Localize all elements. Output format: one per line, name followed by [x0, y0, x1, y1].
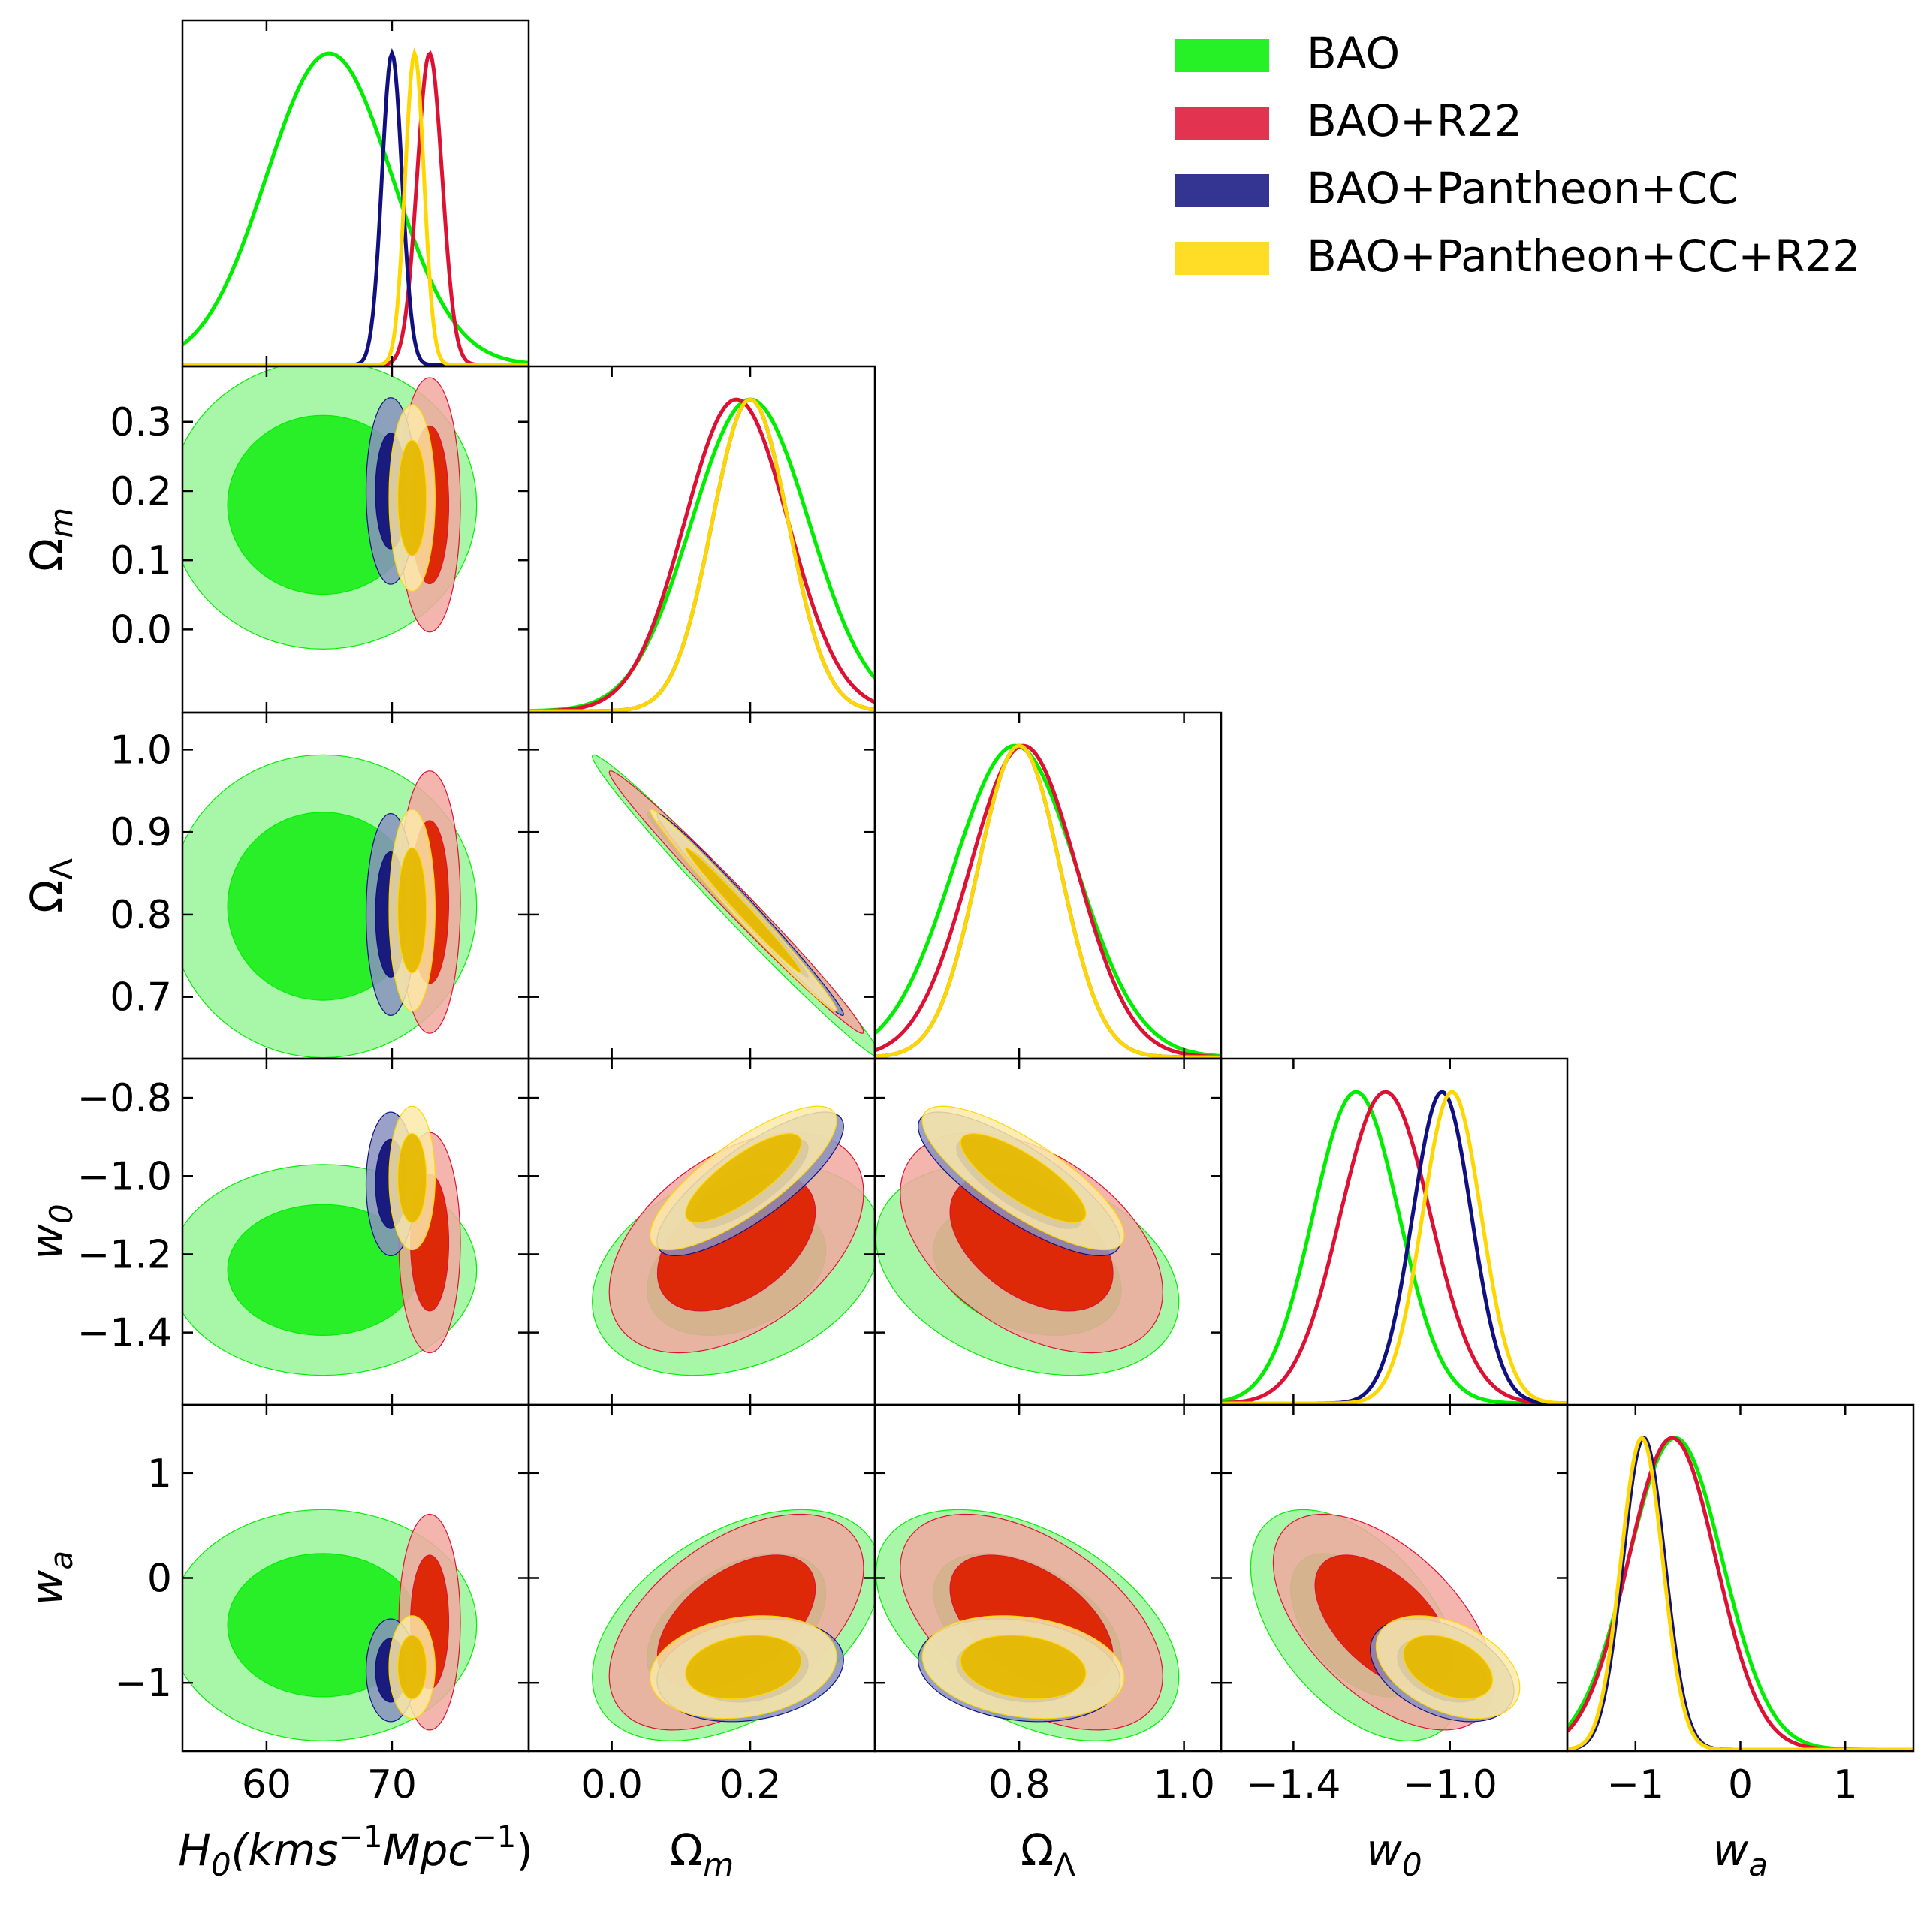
- y-axis-label-w0: w0: [21, 1204, 80, 1259]
- marginal-Om-series-3: [529, 397, 875, 713]
- panel-H0-w0: −1.4 −1.2 −1.0 −0.8: [77, 1057, 530, 1406]
- y-tick-label-OL: 0.9: [110, 810, 172, 855]
- contour-inner-OL-wa-series-3: [960, 1635, 1087, 1700]
- x-axis-label-H0: H0(kms−1Mpc−1): [178, 1820, 533, 1883]
- y-axis-label-wa: wa: [21, 1551, 80, 1605]
- marginal-OL-series-3: [875, 743, 1221, 1059]
- y-tick-label-OL: 1.0: [110, 728, 172, 773]
- contour-inner-w0-wa-series-3: [1403, 1635, 1494, 1700]
- legend-swatch: [1175, 242, 1269, 275]
- legend: BAO BAO+R22 BAO+Pantheon+CC BAO+Pantheon+CC…: [1175, 28, 1860, 282]
- x-tick-label-Om: 0.0: [581, 1762, 643, 1807]
- y-tick-label-Om: 0.2: [110, 469, 172, 514]
- legend-swatch: [1175, 174, 1269, 207]
- marginal-OL-series-0: [875, 743, 1221, 1058]
- contour-inner-H0-w0-series-3: [397, 1132, 427, 1223]
- contour-inner-H0-Om-series-3: [397, 439, 427, 556]
- contour-inner-H0-wa-series-3: [397, 1635, 427, 1700]
- legend-swatch: [1175, 39, 1269, 72]
- panel-frame: [873, 711, 1223, 1060]
- marginal-w0-series-1: [1221, 1090, 1567, 1405]
- marginal-w0-series-0: [1221, 1090, 1567, 1405]
- y-tick-label-w0: −0.8: [77, 1076, 172, 1121]
- panel-OL-wa: 0.8 1.0: [873, 1403, 1223, 1807]
- contour-inner-Om-w0-series-3: [685, 1132, 802, 1223]
- panel-Om-wa: 0.0 0.2: [527, 1403, 876, 1807]
- panel-H0-wa: 60 70 −1 0 1: [114, 1403, 530, 1807]
- contour-inner-H0-OL-series-3: [397, 847, 427, 974]
- y-tick-label-OL: 0.8: [110, 893, 172, 938]
- marginal-w0-series-3: [1221, 1090, 1567, 1405]
- y-tick-label-w0: −1.2: [77, 1232, 172, 1277]
- marginal-H0-series-1: [182, 50, 529, 366]
- y-tick-label-w0: −1.4: [77, 1311, 172, 1356]
- panel-H0-OL: 0.7 0.8 0.9 1.0: [110, 711, 530, 1060]
- panel-wa-wa: −1 0 1: [1566, 1403, 1915, 1807]
- panel-w0-wa: −1.4 −1.0: [1220, 1403, 1569, 1807]
- panel-OL-OL: [873, 711, 1223, 1060]
- panel-Om-Om: [527, 365, 876, 714]
- marginal-H0-series-0: [182, 51, 529, 365]
- legend-label: BAO+R22: [1307, 95, 1522, 146]
- x-axis-label-w0: w0: [1366, 1825, 1422, 1883]
- marginal-OL-series-1: [875, 743, 1221, 1059]
- y-tick-label-Om: 0.3: [110, 400, 172, 445]
- contour-inner-Om-OL-series-3: [685, 847, 802, 974]
- panel-Om-w0: [527, 1057, 876, 1406]
- x-tick-label-H0: 70: [367, 1762, 417, 1807]
- x-axis-label-wa: wa: [1713, 1825, 1768, 1883]
- x-axis-label-OL: ΩΛ: [1021, 1825, 1075, 1883]
- x-tick-label-wa: 0: [1728, 1762, 1753, 1807]
- y-tick-label-wa: 0: [147, 1557, 172, 1602]
- y-axis-label-OL: ΩΛ: [21, 858, 80, 913]
- y-tick-label-wa: −1: [114, 1661, 172, 1706]
- marginal-H0-series-3: [182, 47, 529, 366]
- marginal-wa-series-2: [1567, 1436, 1913, 1751]
- panels-group: 0.0 0.1 0.2 0.3 0.7 0.8 0.9 1.0 −1.4 −1.2 −1.0 −0.8…: [21, 19, 1915, 1883]
- x-tick-label-Om: 0.2: [719, 1762, 782, 1807]
- x-tick-label-OL: 1.0: [1153, 1762, 1215, 1807]
- legend-label: BAO: [1307, 28, 1400, 79]
- contour-inner-OL-w0-series-3: [960, 1132, 1087, 1223]
- y-tick-label-w0: −1.0: [77, 1154, 172, 1199]
- x-tick-label-wa: −1: [1606, 1762, 1664, 1807]
- marginal-H0-series-2: [182, 47, 529, 366]
- legend-label: BAO+Pantheon+CC: [1307, 163, 1738, 214]
- legend-label: BAO+Pantheon+CC+R22: [1307, 231, 1860, 282]
- panel-frame: [181, 19, 530, 368]
- marginal-Om-series-1: [529, 397, 875, 713]
- x-tick-label-OL: 0.8: [988, 1762, 1051, 1807]
- legend-swatch: [1175, 107, 1269, 140]
- panel-H0-H0: [181, 19, 530, 368]
- y-tick-label-OL: 0.7: [110, 975, 172, 1020]
- x-tick-label-w0: −1.4: [1246, 1762, 1340, 1807]
- y-tick-label-wa: 1: [147, 1451, 172, 1496]
- y-tick-label-Om: 0.0: [110, 607, 172, 653]
- y-tick-label-Om: 0.1: [110, 538, 172, 583]
- x-tick-label-w0: −1.0: [1403, 1762, 1497, 1807]
- panel-w0-w0: [1220, 1057, 1569, 1406]
- panel-Om-OL: [527, 711, 876, 1060]
- x-tick-label-H0: 60: [242, 1762, 291, 1807]
- panel-H0-Om: 0.0 0.1 0.2 0.3: [110, 365, 530, 714]
- marginal-OL-series-2: [875, 743, 1221, 1059]
- y-axis-label-Om: Ωm: [21, 508, 80, 571]
- x-axis-label-Om: Ωm: [670, 1825, 734, 1883]
- panel-OL-w0: [873, 1057, 1223, 1406]
- contour-inner-Om-wa-series-3: [685, 1635, 802, 1700]
- x-tick-label-wa: 1: [1833, 1762, 1858, 1807]
